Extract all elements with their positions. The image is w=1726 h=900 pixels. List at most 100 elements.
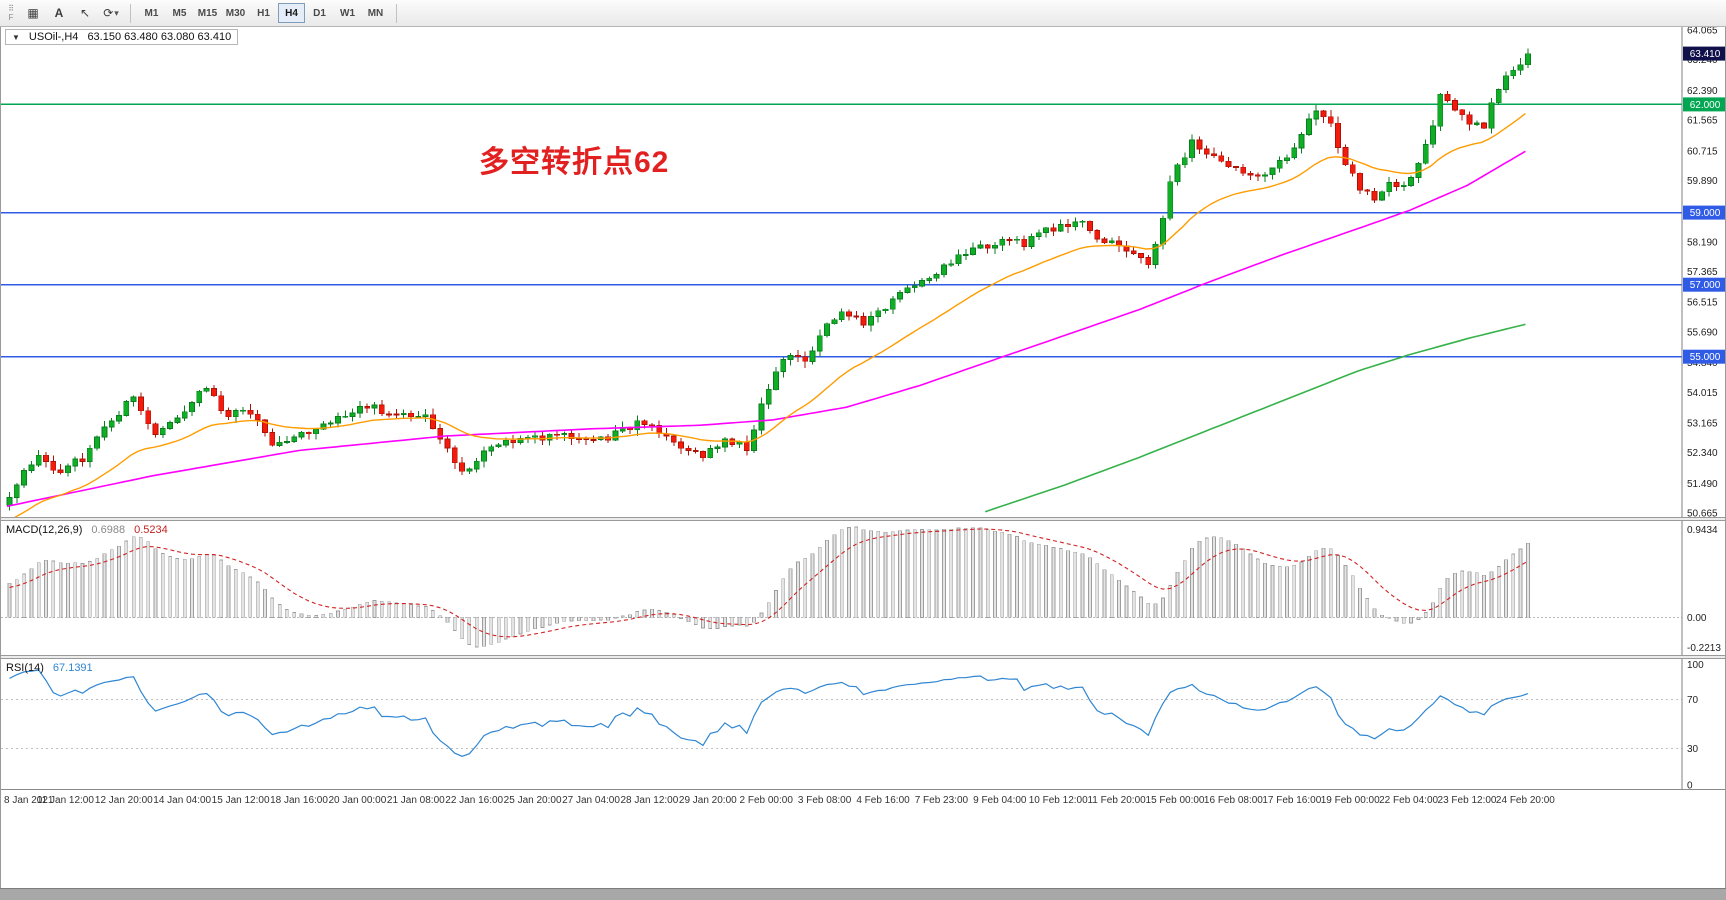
main-chart-pane[interactable]: 64.065 63.240 62.390 61.565 60.715 59.890 59.0… [1, 27, 1725, 517]
svg-text:58.190: 58.190 [1687, 237, 1718, 248]
time-axis-label: 11 Jan 12:00 [36, 795, 94, 806]
collapse-arrow-icon[interactable]: ▼ [12, 32, 20, 42]
time-axis-label: 15 Jan 12:00 [211, 795, 270, 806]
chart-title-box[interactable]: ▼ USOil-,H4 63.150 63.480 63.080 63.410 [5, 29, 239, 45]
macd-signal-value: 0.5234 [134, 524, 168, 536]
time-axis-label: 2 Feb 00:00 [739, 795, 793, 806]
svg-text:63.410: 63.410 [1690, 49, 1721, 60]
time-axis-label: 28 Jan 12:00 [620, 795, 679, 806]
time-axis-label: 19 Feb 00:00 [1320, 795, 1380, 806]
svg-text:56.515: 56.515 [1687, 298, 1718, 309]
toolbar-handle[interactable]: ⠿ F [3, 4, 19, 22]
workspace-filler [1, 811, 1725, 888]
dropdown-arrow-icon: ▾ [114, 7, 119, 18]
time-axis-label: 8 Jan 2021 [4, 795, 54, 806]
macd-name: MACD(12,26,9) [6, 524, 83, 536]
svg-text:100: 100 [1687, 660, 1704, 671]
svg-text:51.490: 51.490 [1687, 479, 1718, 490]
svg-text:57.365: 57.365 [1687, 267, 1718, 278]
svg-text:59.000: 59.000 [1690, 208, 1721, 219]
time-axis-label: 21 Jan 08:00 [386, 795, 445, 806]
svg-text:63.240: 63.240 [1687, 55, 1718, 66]
macd-title: MACD(12,26,9) 0.6988 0.5234 [6, 524, 168, 536]
time-axis-label: 23 Feb 12:00 [1437, 795, 1497, 806]
time-axis-label: 22 Feb 04:00 [1379, 795, 1439, 806]
timeframe-m15-button[interactable]: M15 [194, 3, 221, 23]
svg-text:62.000: 62.000 [1690, 100, 1721, 111]
timeframe-group: M1 M5 M15 M30 H1 H4 D1 W1 MN [138, 3, 389, 23]
svg-text:54.015: 54.015 [1687, 388, 1718, 399]
text-tool-icon: A [54, 6, 64, 20]
time-axis-label: 14 Jan 04:00 [153, 795, 212, 806]
timeframe-h4-button[interactable]: H4 [278, 3, 305, 23]
time-axis-label: 29 Jan 20:00 [678, 795, 737, 806]
svg-text:53.165: 53.165 [1687, 418, 1718, 429]
time-axis-label: 11 Feb 20:00 [1087, 795, 1146, 806]
svg-text:59.890: 59.890 [1687, 176, 1718, 187]
svg-text:0.00: 0.00 [1687, 613, 1707, 624]
bottom-bar [0, 888, 1726, 900]
time-axis-label: 27 Jan 04:00 [562, 795, 620, 806]
chart-ohlc-values: 63.150 63.480 63.080 63.410 [87, 31, 232, 43]
toolbar-separator [130, 3, 131, 23]
timeframe-w1-button[interactable]: W1 [334, 3, 361, 23]
time-axis-label: 12 Jan 20:00 [94, 795, 153, 806]
pane-splitter[interactable] [1, 517, 1725, 521]
time-axis-label: 20 Jan 00:00 [328, 795, 387, 806]
svg-text:-0.2213: -0.2213 [1687, 643, 1721, 654]
pane-splitter[interactable] [1, 655, 1725, 659]
timeframe-m1-button[interactable]: M1 [138, 3, 165, 23]
svg-text:61.565: 61.565 [1687, 116, 1718, 127]
timeframe-d1-button[interactable]: D1 [306, 3, 333, 23]
time-axis-label: 7 Feb 23:00 [914, 795, 969, 806]
svg-text:0.9434: 0.9434 [1687, 525, 1718, 536]
svg-text:55.000: 55.000 [1690, 352, 1721, 363]
rsi-indicator-pane[interactable]: 100 70 30 0 RSI(14) 67.1391 [1, 659, 1725, 789]
rsi-value: 67.1391 [52, 662, 93, 674]
macd-indicator-pane[interactable]: 0.9434 0.00 -0.2213 MACD(12,26,9) 0.6988 0… [1, 521, 1725, 655]
cursor-icon: ↖ [79, 6, 91, 20]
toolbar-separator [396, 3, 397, 23]
svg-text:52.340: 52.340 [1687, 448, 1718, 459]
rsi-title: RSI(14) 67.1391 [6, 662, 93, 674]
svg-text:60.715: 60.715 [1687, 146, 1718, 157]
text-label-tool-button[interactable]: A [47, 2, 71, 24]
timeframe-mn-button[interactable]: MN [362, 3, 389, 23]
macd-main-value: 0.6988 [91, 524, 126, 536]
grip-icon: ⠿ [8, 4, 14, 13]
svg-text:0: 0 [1687, 781, 1693, 790]
svg-text:57.000: 57.000 [1690, 280, 1721, 291]
chart-window-button[interactable]: ▦ [21, 2, 45, 24]
svg-text:62.390: 62.390 [1687, 86, 1718, 97]
time-axis-label: 10 Feb 12:00 [1028, 795, 1088, 806]
template-dropdown-button[interactable]: ⟳ ▾ [99, 2, 123, 24]
chart-annotation-text[interactable]: 多空转折点62 [479, 146, 670, 179]
time-axis-label: 4 Feb 16:00 [856, 795, 910, 806]
svg-text:64.065: 64.065 [1687, 27, 1718, 37]
timeframe-m5-button[interactable]: M5 [166, 3, 193, 23]
cursor-tool-button[interactable]: ↖ [73, 2, 97, 24]
chart-window-icon: ▦ [27, 6, 39, 20]
chart-symbol-period: USOil-,H4 [28, 31, 79, 43]
chart-window: 64.065 63.240 62.390 61.565 60.715 59.890 59.0… [0, 27, 1726, 888]
svg-text:50.665: 50.665 [1687, 509, 1718, 518]
toolbar: ⠿ F ▦ A ↖ ⟳ ▾ M1 M5 M15 M30 H1 H4 D1 W1 MN [0, 0, 1726, 27]
time-axis-label: 24 Feb 20:00 [1495, 795, 1555, 806]
timeframe-m30-button[interactable]: M30 [222, 3, 249, 23]
time-axis-label: 9 Feb 04:00 [973, 795, 1027, 806]
svg-text:30: 30 [1687, 744, 1699, 755]
svg-text:70: 70 [1687, 695, 1699, 706]
template-icon: ⟳ [103, 6, 114, 20]
svg-text:55.690: 55.690 [1687, 327, 1718, 338]
time-axis-label: 16 Feb 08:00 [1203, 795, 1263, 806]
time-axis-label: 25 Jan 20:00 [503, 795, 562, 806]
time-axis-label: 3 Feb 08:00 [797, 795, 852, 806]
corner-label: F [8, 13, 14, 22]
time-axis-label: 18 Jan 16:00 [270, 795, 328, 806]
rsi-name: RSI(14) [6, 662, 44, 674]
time-axis-label: 15 Feb 00:00 [1145, 795, 1205, 806]
time-axis[interactable]: 8 Jan 2021 11 Jan 12:00 12 Jan 20:00 14 Jan… [1, 789, 1725, 811]
time-axis-label: 17 Feb 16:00 [1262, 795, 1322, 806]
timeframe-h1-button[interactable]: H1 [250, 3, 277, 23]
